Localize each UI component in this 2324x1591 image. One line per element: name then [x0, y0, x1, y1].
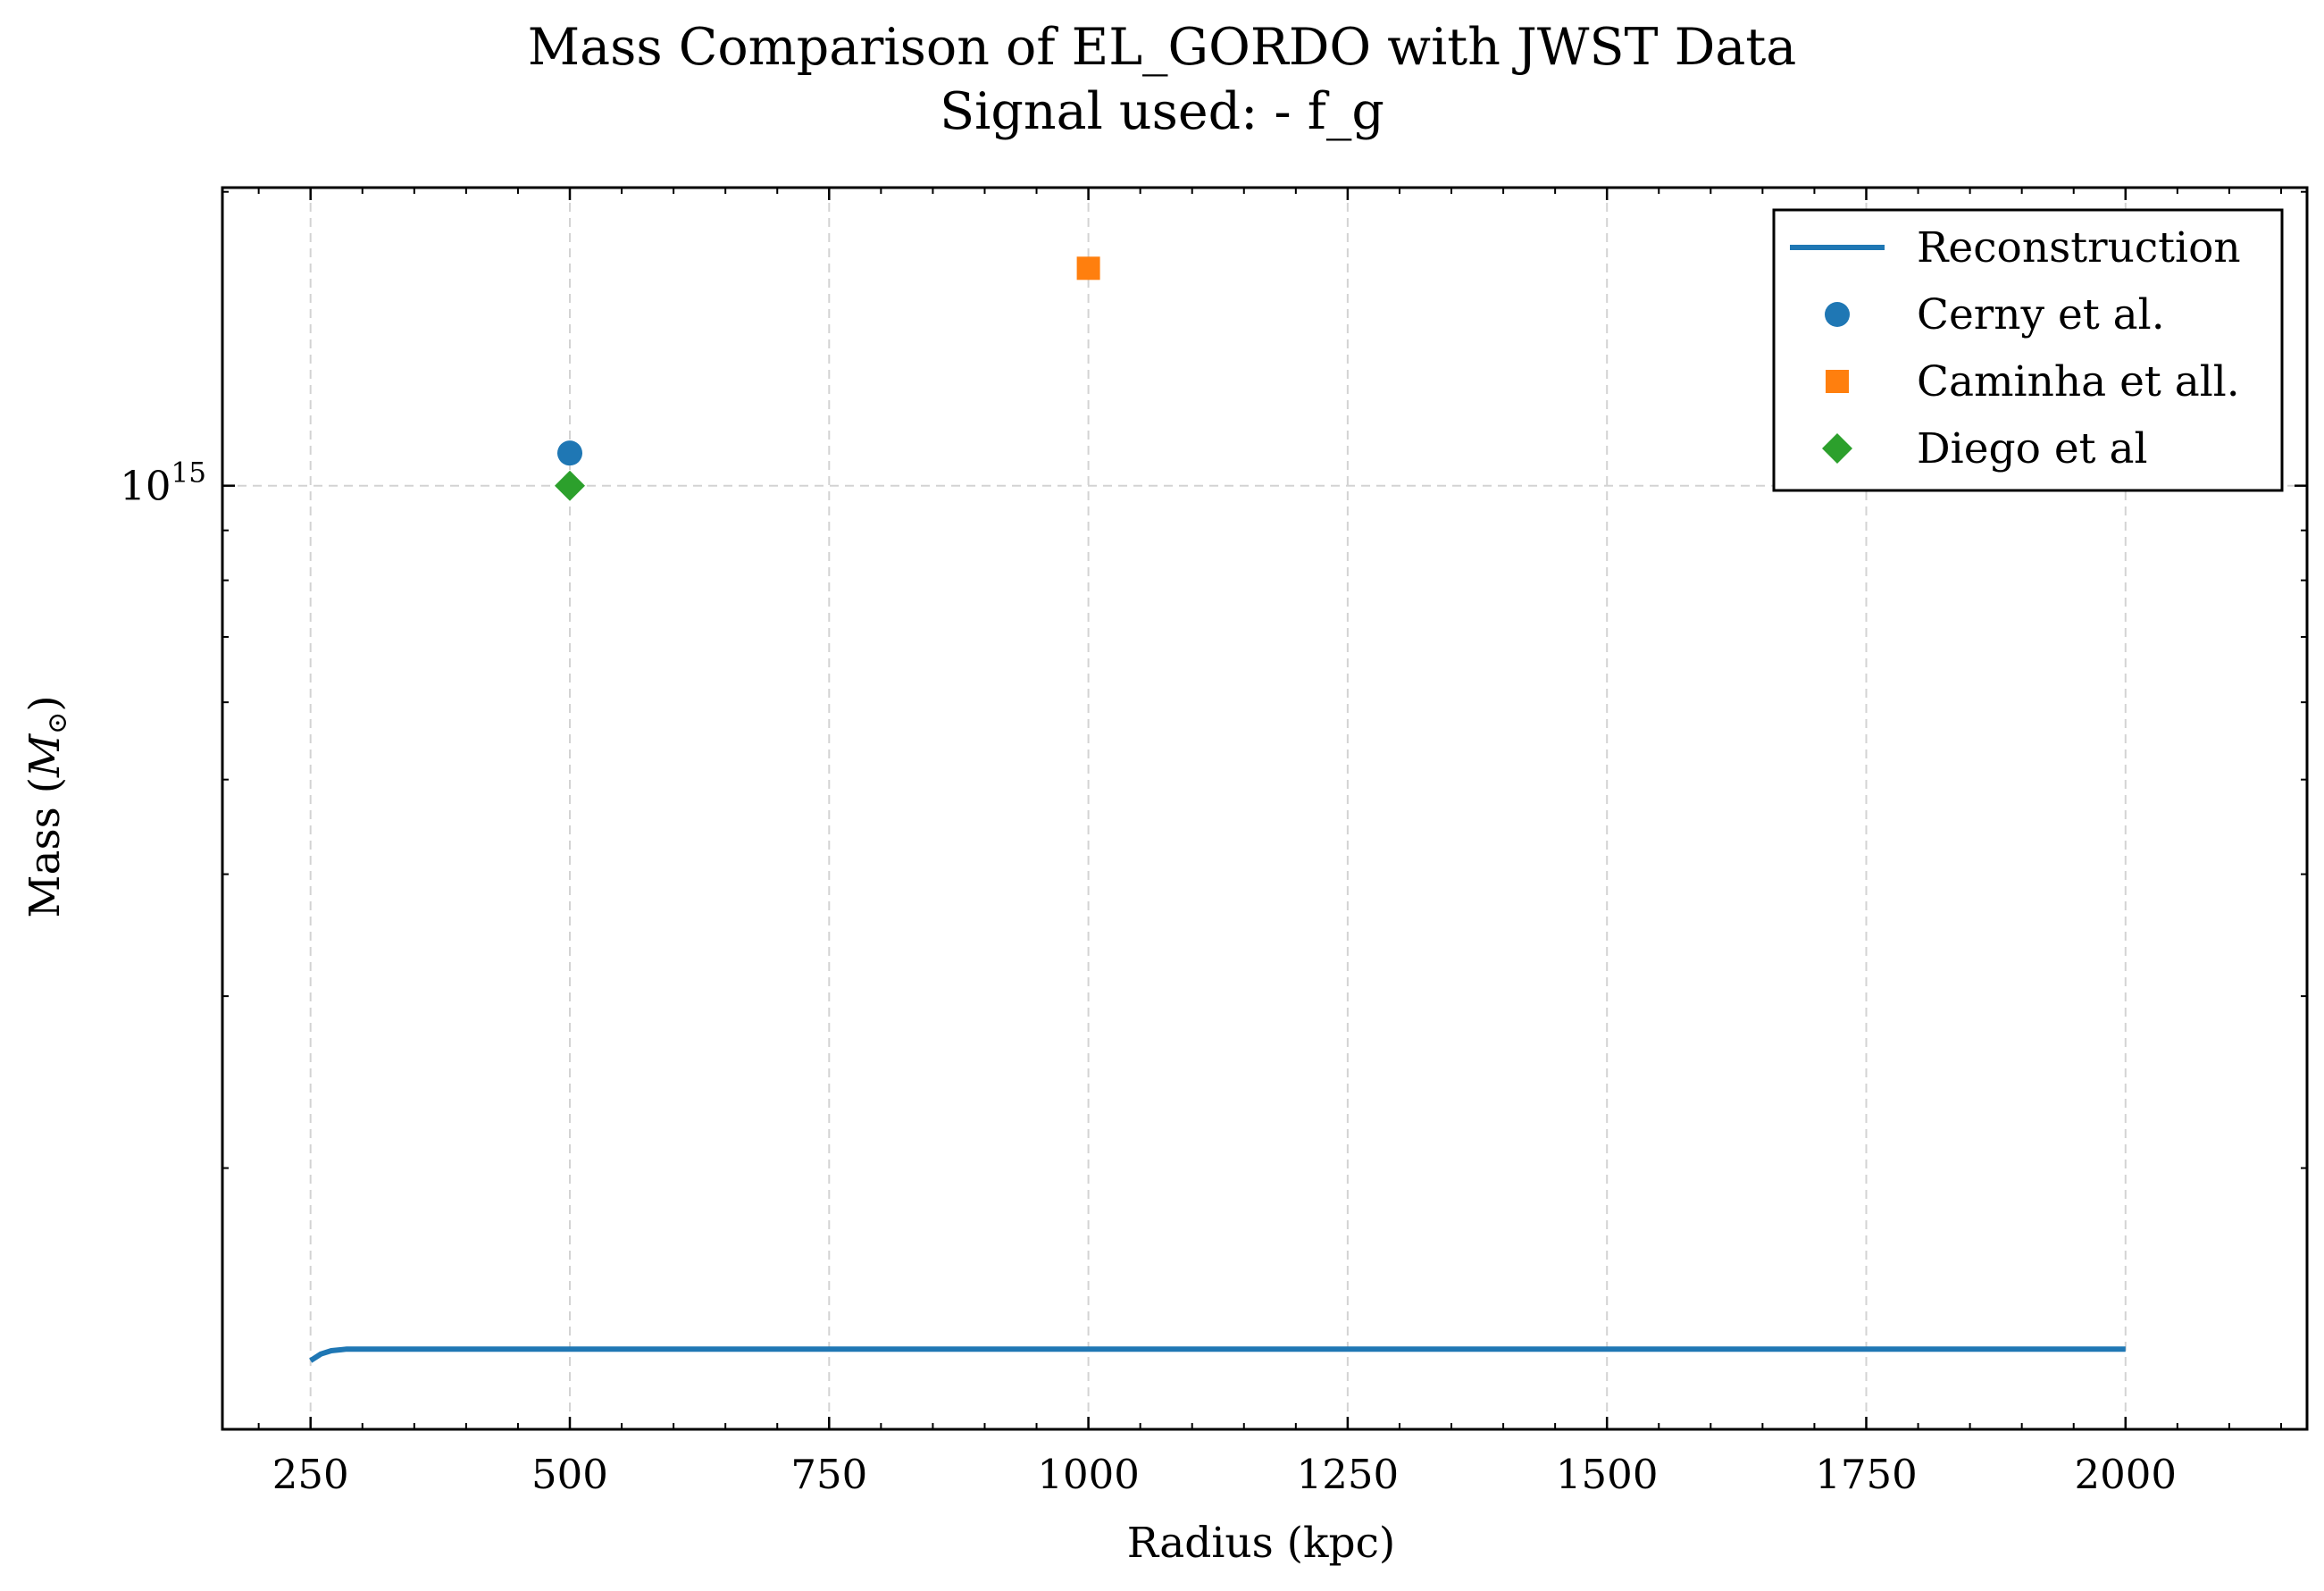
- x-tick-label: 2000: [2075, 1451, 2178, 1498]
- legend-swatch-caminha-et-all: [1826, 370, 1849, 393]
- y-tick-label: 1015: [120, 457, 206, 510]
- data-point-diego-et-al: [555, 470, 585, 501]
- y-axis-label-text: Mass: [21, 807, 70, 917]
- legend-label-cerny-et-al: Cerny et al.: [1917, 290, 2165, 339]
- data-point-cerny-et-al: [557, 440, 582, 466]
- x-axis-label: Radius (kpc): [1127, 1519, 1396, 1568]
- plot-series: [309, 256, 2126, 1363]
- chart-title: Mass Comparison of EL_GORDO with JWST Da…: [528, 18, 1796, 77]
- x-tick-label: 1500: [1556, 1451, 1659, 1498]
- x-tick-label: 1000: [1037, 1451, 1140, 1498]
- plot-frame: [221, 186, 2309, 1431]
- legend-label-diego-et-al: Diego et al: [1917, 424, 2148, 473]
- data-point-caminha-et-all: [1076, 256, 1100, 281]
- legend-swatch-diego-et-al: [1822, 433, 1852, 464]
- legend-frame: [1772, 208, 2284, 492]
- x-tick-label: 750: [790, 1451, 867, 1498]
- x-tick-label: 1750: [1815, 1451, 1918, 1498]
- legend-swatch-cerny-et-al: [1825, 302, 1850, 327]
- x-tick-label: 250: [272, 1451, 349, 1498]
- legend-label-reconstruction: Reconstruction: [1917, 223, 2241, 272]
- y-tick-label-exponent: 15: [171, 457, 206, 490]
- y-axis-unit: M: [21, 733, 70, 778]
- x-tick-label: 1250: [1297, 1451, 1400, 1498]
- legend-label-caminha-et-all: Caminha et all.: [1917, 357, 2240, 406]
- axis-ticks: 250 500 750 1000 1250 1500 1750 2000 1015: [120, 188, 2307, 1498]
- y-tick-label-base: 10: [120, 463, 171, 510]
- y-axis-label-close: ): [21, 695, 70, 711]
- series-line-reconstruction: [309, 1346, 2126, 1363]
- legend: Reconstruction Cerny et al. Caminha et all…: [1772, 208, 2284, 492]
- chart-subtitle: Signal used: - f_g: [940, 82, 1384, 141]
- y-axis-unit-subscript: ⊙: [42, 712, 73, 734]
- x-tick-label: 500: [531, 1451, 608, 1498]
